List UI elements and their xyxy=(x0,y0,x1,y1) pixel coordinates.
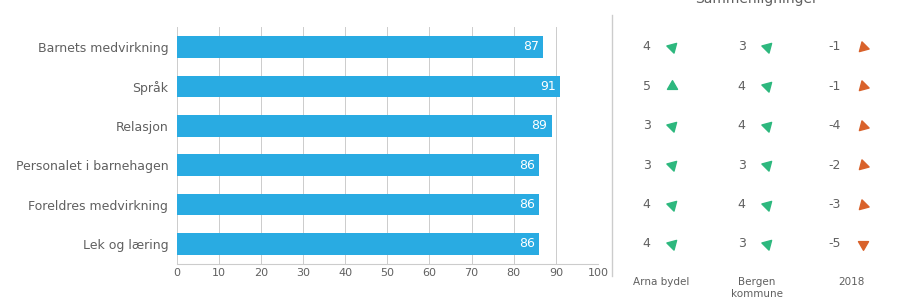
Text: Sammenligninger: Sammenligninger xyxy=(695,0,818,5)
Point xyxy=(855,163,870,168)
Text: -5: -5 xyxy=(828,238,841,250)
Point xyxy=(760,84,775,89)
Point xyxy=(665,202,680,207)
Text: 91: 91 xyxy=(540,80,556,93)
Text: 87: 87 xyxy=(523,41,539,53)
Text: Bergen
kommune: Bergen kommune xyxy=(730,278,783,299)
Point xyxy=(665,123,680,128)
Bar xyxy=(177,36,544,58)
Text: 4: 4 xyxy=(642,41,651,53)
Bar xyxy=(177,115,552,137)
Text: 3: 3 xyxy=(642,159,651,171)
Text: 3: 3 xyxy=(642,119,651,132)
Point xyxy=(665,45,680,49)
Text: -1: -1 xyxy=(828,80,841,93)
Text: 3: 3 xyxy=(737,238,746,250)
Text: 86: 86 xyxy=(519,238,535,250)
Text: 4: 4 xyxy=(642,238,651,250)
Text: 3: 3 xyxy=(737,41,746,53)
Text: -3: -3 xyxy=(828,198,841,211)
Bar xyxy=(177,233,539,255)
Point xyxy=(760,163,775,168)
Text: -2: -2 xyxy=(828,159,841,171)
Text: 86: 86 xyxy=(519,159,535,171)
Bar xyxy=(177,154,539,176)
Text: Arna bydel: Arna bydel xyxy=(633,278,689,288)
Text: 5: 5 xyxy=(642,80,651,93)
Point xyxy=(665,163,680,168)
Point xyxy=(855,202,870,207)
Point xyxy=(855,123,870,128)
Text: -4: -4 xyxy=(828,119,841,132)
Point xyxy=(665,84,680,89)
Point xyxy=(760,123,775,128)
Bar xyxy=(177,75,560,97)
Point xyxy=(760,45,775,49)
Point xyxy=(760,202,775,207)
Point xyxy=(855,84,870,89)
Point xyxy=(855,241,870,246)
Text: 4: 4 xyxy=(642,198,651,211)
Text: 4: 4 xyxy=(737,80,746,93)
Text: 4: 4 xyxy=(737,119,746,132)
Text: 89: 89 xyxy=(532,119,547,132)
Bar xyxy=(177,194,539,215)
Point xyxy=(665,241,680,246)
Text: 86: 86 xyxy=(519,198,535,211)
Text: 2018: 2018 xyxy=(838,278,865,288)
Text: 4: 4 xyxy=(737,198,746,211)
Text: 3: 3 xyxy=(737,159,746,171)
Point xyxy=(855,45,870,49)
Text: -1: -1 xyxy=(828,41,841,53)
Point xyxy=(760,241,775,246)
